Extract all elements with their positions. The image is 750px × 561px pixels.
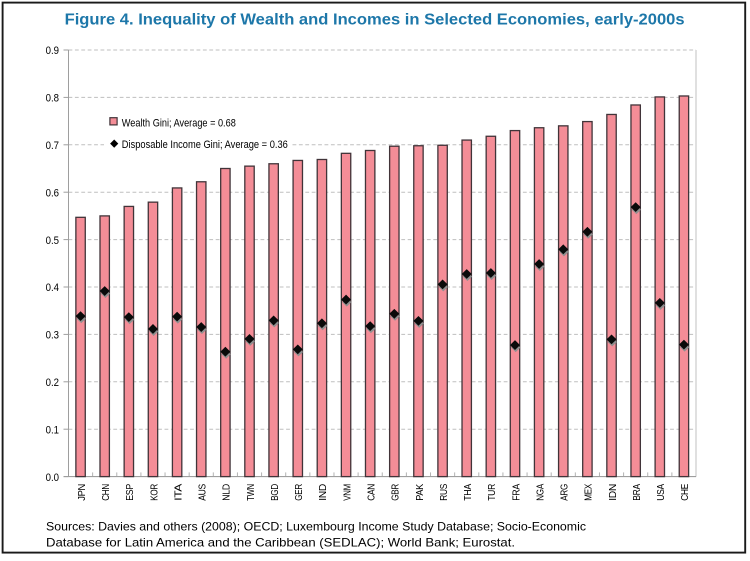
svg-text:TWN: TWN — [246, 484, 257, 501]
svg-text:VNM: VNM — [342, 484, 353, 501]
svg-text:MEX: MEX — [584, 484, 595, 501]
svg-text:CAN: CAN — [366, 484, 377, 501]
svg-text:BRA: BRA — [632, 484, 643, 501]
svg-text:Wealth Gini; Average = 0.68: Wealth Gini; Average = 0.68 — [122, 118, 236, 130]
svg-text:0.3: 0.3 — [46, 330, 59, 342]
svg-text:IND: IND — [318, 484, 329, 501]
svg-text:GER: GER — [294, 484, 305, 501]
svg-text:0.0: 0.0 — [46, 472, 59, 484]
svg-text:BGD: BGD — [270, 484, 281, 501]
svg-text:0.9: 0.9 — [46, 45, 59, 57]
svg-text:0.1: 0.1 — [46, 424, 59, 436]
svg-text:0.7: 0.7 — [46, 140, 59, 152]
svg-text:ESP: ESP — [125, 484, 136, 501]
svg-text:ITA: ITA — [173, 483, 184, 500]
svg-text:Disposable Income Gini; Avera: Disposable Income Gini; Average = 0.36 — [122, 139, 288, 151]
svg-text:TUR: TUR — [487, 484, 498, 501]
svg-text:NLD: NLD — [222, 484, 233, 501]
svg-text:USA: USA — [656, 484, 667, 501]
svg-text:Sources: Davies and others (20: Sources: Davies and others (2008); OECD;… — [46, 520, 586, 534]
svg-text:THA: THA — [463, 484, 474, 501]
svg-text:0.4: 0.4 — [46, 282, 59, 294]
svg-text:NGA: NGA — [535, 484, 546, 501]
svg-text:KOR: KOR — [149, 484, 160, 501]
svg-text:0.8: 0.8 — [46, 93, 59, 105]
svg-text:AUS: AUS — [198, 484, 209, 501]
svg-text:JPN: JPN — [77, 484, 88, 501]
svg-text:FRA: FRA — [511, 484, 522, 501]
svg-text:0.5: 0.5 — [46, 235, 59, 247]
svg-text:IDN: IDN — [608, 484, 619, 501]
svg-text:GBR: GBR — [391, 484, 402, 501]
svg-text:0.6: 0.6 — [46, 187, 59, 199]
svg-text:CHN: CHN — [101, 484, 112, 501]
svg-text:PAK: PAK — [415, 484, 426, 501]
svg-text:Figure 4. Inequality of Wealth: Figure 4. Inequality of Wealth and Incom… — [65, 11, 685, 28]
svg-text:Database for Latin America and: Database for Latin America and the Carib… — [46, 536, 515, 550]
svg-text:RUS: RUS — [439, 484, 450, 501]
svg-text:CHE: CHE — [680, 484, 691, 501]
svg-text:0.2: 0.2 — [46, 377, 59, 389]
svg-text:ARG: ARG — [560, 484, 571, 501]
